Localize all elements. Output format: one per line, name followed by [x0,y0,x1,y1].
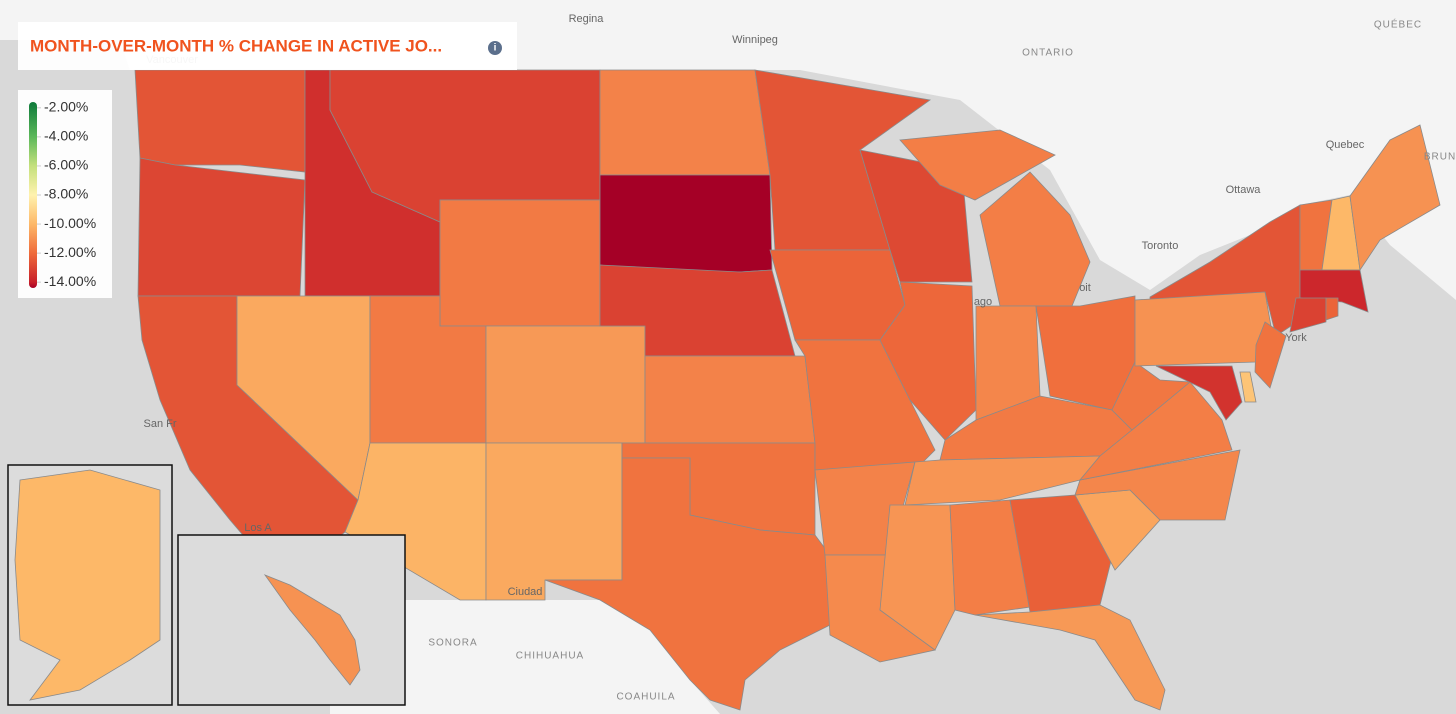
state [1111,361,1192,431]
state [263,574,361,686]
legend: -2.00% -4.00% -6.00% -8.00% -10.00% -12.00% -1… [37,99,96,289]
place-label: BRUN [1424,152,1456,163]
map-title: MONTH-OVER-MONTH % CHANGE IN ACTIVE JO..… [30,36,442,55]
info-icon[interactable] [488,41,502,55]
legend-colorbar [29,102,37,288]
state [949,499,1031,616]
hawaii-inset [177,534,406,706]
state [879,281,977,441]
mexico [330,600,720,714]
place-label: ONTARIO [1022,48,1074,59]
place-label: oit [1079,282,1091,294]
place-label: QUÉBEC [1374,18,1422,31]
place-label: CHIHUAHUA [516,651,584,662]
state [14,469,161,701]
legend-tick-label: -14.00% [44,273,96,289]
states [134,69,1441,711]
state [599,69,771,176]
place-label: Ottawa [1226,184,1262,196]
inset-states [14,469,361,701]
state [1299,269,1369,313]
state [1074,449,1241,521]
canada [0,0,1456,300]
place-label: Regina [569,13,605,25]
legend-tick-label: -12.00% [44,244,96,260]
state [899,129,1056,201]
info-icon-glyph: i [494,43,497,54]
state [599,174,773,273]
state [485,325,646,444]
state [1254,321,1287,389]
legend-tick-label: -4.00% [44,128,88,144]
place-label: SONORA [428,638,477,649]
state [134,69,306,173]
legend-tick-label: -2.00% [44,99,88,115]
place-label: COAHUILA [616,692,675,703]
title-box [18,22,517,70]
place-label: York [1285,332,1307,344]
state [439,199,601,327]
place-label: Toronto [1142,240,1179,252]
place-label: Winnipeg [732,34,778,46]
place-label: Los A [244,522,272,534]
place-label: ago [974,296,992,308]
legend-tick-label: -6.00% [44,157,88,173]
state [485,442,623,601]
state [1289,297,1327,333]
state [1325,297,1339,321]
place-label: San Fr [143,418,176,430]
state [1134,291,1273,367]
state [1155,365,1243,421]
legend-tick-label: -10.00% [44,215,96,231]
place-label: Quebec [1326,139,1365,151]
state [644,355,816,444]
legend-tick-label: -8.00% [44,186,88,202]
state [1009,494,1116,613]
state [137,157,306,297]
state [974,604,1166,711]
state [1239,371,1257,403]
state [879,504,956,651]
places: ReginaWinnipegONTARIOQUÉBECVancouverQueb… [143,13,1456,703]
place-label: Ciudad [508,586,543,598]
